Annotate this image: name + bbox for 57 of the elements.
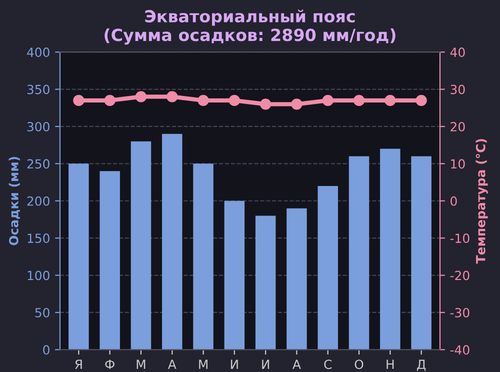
x-tick-label: С: [324, 360, 332, 370]
y-tick-label: 0: [43, 345, 50, 355]
y2-tick-label: 40: [450, 48, 465, 58]
y-tick-label: 300: [27, 122, 50, 132]
point: [353, 94, 365, 106]
point: [260, 98, 272, 110]
point: [228, 94, 240, 106]
y-tick-label: 200: [27, 196, 50, 206]
bar: [130, 141, 152, 350]
point: [166, 91, 178, 102]
bar: [193, 164, 214, 350]
x-tick-label: И: [230, 360, 238, 369]
bar: [318, 186, 338, 350]
y2-tick-label: 20: [450, 122, 465, 132]
bar: [348, 156, 370, 350]
bar: [162, 134, 182, 350]
y2-tick-label: -40: [450, 345, 470, 355]
y2-tick-label: 0: [450, 196, 457, 206]
chart-title: Экваториальный пояс (Сумма осадков: 2890 мм/год): [104, 10, 396, 45]
x-tick-label: Д: [417, 360, 426, 371]
x-tick-label: Н: [386, 360, 394, 369]
y2-tick-label: -30: [450, 308, 470, 318]
point: [104, 94, 116, 106]
y-tick-label: 250: [27, 159, 50, 169]
x-tick-label: М: [199, 360, 208, 369]
x-tick-label: Я: [75, 360, 82, 369]
y2-tick-label: 10: [451, 159, 465, 169]
x-tick-label: Ф: [105, 360, 114, 369]
y2-axis-title: Температура (°C): [476, 139, 488, 264]
y-tick-label: 50: [35, 308, 50, 318]
bar: [255, 216, 276, 350]
y-tick-label: 100: [28, 270, 50, 280]
bar: [100, 171, 120, 350]
x-tick-label: О: [354, 360, 364, 370]
x-tick-label: И: [262, 360, 270, 369]
y2-tick-label: 30: [450, 84, 465, 94]
point: [135, 91, 147, 102]
x-tick-label: А: [168, 360, 176, 369]
y-axis-title: Осадки (мм): [8, 156, 20, 246]
point: [73, 94, 84, 106]
bar: [286, 208, 307, 350]
x-tick-label: А: [292, 360, 301, 369]
bar: [68, 164, 89, 350]
point: [384, 94, 396, 106]
point: [291, 98, 302, 110]
point: [416, 94, 427, 106]
y-tick-label: 150: [28, 234, 50, 244]
y2-tick-label: -10: [450, 234, 470, 244]
y2-tick-label: -20: [450, 270, 470, 280]
bar: [224, 200, 245, 350]
x-tick-label: М: [136, 360, 146, 369]
bar: [380, 148, 400, 350]
y-tick-label: 350: [27, 84, 50, 94]
y-tick-label: 400: [27, 48, 50, 58]
bar: [411, 156, 432, 350]
point: [322, 94, 334, 106]
point: [198, 94, 209, 106]
